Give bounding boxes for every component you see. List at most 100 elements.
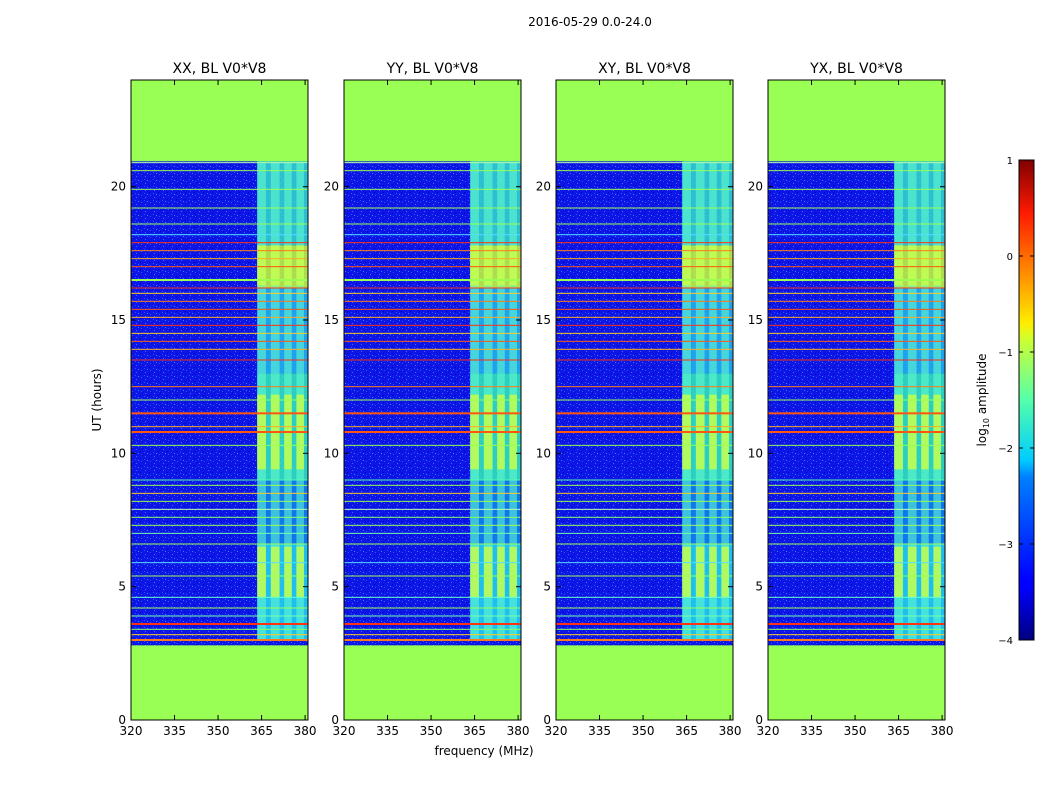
rfi-time-line: [768, 316, 945, 318]
panel-frame: [343, 79, 522, 721]
rfi-time-line: [768, 399, 945, 401]
rfi-time-line: [131, 308, 308, 310]
rfi-hot-cell: [284, 546, 292, 598]
rfi-time-line: [768, 223, 945, 225]
y-tick-label: 10: [324, 446, 339, 460]
rfi-time-line: [768, 359, 945, 361]
rfi-time-line: [344, 266, 521, 268]
rfi-hot-cell: [695, 245, 705, 286]
rfi-time-line: [768, 431, 945, 433]
rfi-time-line: [131, 508, 308, 510]
x-tick-label: 335: [163, 724, 186, 738]
rfi-time-line: [556, 234, 733, 236]
rfi-time-line: [556, 615, 733, 617]
rfi-time-line: [344, 324, 521, 326]
rfi-time-line: [131, 492, 308, 494]
rfi-time-line: [131, 348, 308, 350]
rfi-hot-cell: [483, 245, 493, 286]
rfi-time-line: [344, 316, 521, 318]
rfi-time-line: [768, 340, 945, 342]
rfi-hot-cell: [470, 245, 479, 286]
y-tick-label: 15: [536, 313, 551, 327]
rfi-time-line: [556, 170, 733, 172]
rfi-time-line: [556, 287, 733, 289]
rfi-time-line: [556, 308, 733, 310]
rfi-time-line: [344, 484, 521, 486]
x-tick-label: 365: [250, 724, 273, 738]
y-tick-label: 10: [111, 446, 126, 460]
rfi-time-line: [131, 316, 308, 318]
rfi-time-line: [131, 279, 308, 281]
rfi-hot-cell: [270, 245, 280, 286]
rfi-time-line: [556, 484, 733, 486]
x-tick-label: 380: [931, 724, 954, 738]
rfi-time-line: [131, 543, 308, 545]
rfi-hot-cell: [721, 546, 729, 598]
rfi-hot-cell: [296, 546, 304, 598]
rfi-time-line: [556, 524, 733, 526]
y-tick-label: 10: [536, 446, 551, 460]
rfi-time-line: [131, 250, 308, 252]
rfi-time-line: [344, 223, 521, 225]
rfi-time-line: [556, 426, 733, 428]
x-tick-label: 380: [719, 724, 742, 738]
rfi-time-line: [556, 242, 733, 244]
rfi-time-line: [131, 516, 308, 518]
rfi-time-line: [131, 431, 308, 433]
rfi-time-line: [131, 524, 308, 526]
panel-frame: [555, 79, 734, 721]
flagged-region: [768, 80, 945, 162]
rfi-time-line: [131, 258, 308, 260]
rfi-time-line: [344, 639, 521, 641]
rfi-time-line: [768, 508, 945, 510]
rfi-time-line: [768, 596, 945, 598]
rfi-hot-cell: [257, 546, 266, 598]
rfi-time-line: [768, 639, 945, 641]
rfi-time-line: [768, 258, 945, 260]
rfi-time-line: [556, 596, 733, 598]
colorbar-label-base: 10: [982, 418, 991, 428]
rfi-time-line: [344, 300, 521, 302]
rfi-time-line: [344, 258, 521, 260]
rfi-time-line: [768, 623, 945, 625]
rfi-time-line: [344, 524, 521, 526]
rfi-time-line: [768, 386, 945, 388]
rfi-time-line: [344, 234, 521, 236]
rfi-time-line: [768, 628, 945, 630]
rfi-time-line: [131, 399, 308, 401]
rfi-time-line: [768, 484, 945, 486]
panel-4: YX, BL V0*V8 320 335 350 365 380 0 5 10 15 20: [748, 61, 954, 738]
rfi-time-line: [131, 628, 308, 630]
y-tick-label: 0: [118, 713, 126, 727]
rfi-time-line: [556, 292, 733, 294]
rfi-time-line: [344, 412, 521, 415]
rfi-time-line: [131, 188, 308, 190]
panel-3: XY, BL V0*V8 320 335 350 365 380 0 5 10 15 20: [536, 61, 742, 738]
rfi-time-line: [556, 162, 733, 164]
y-tick-label: 15: [748, 313, 763, 327]
rfi-hot-cell: [682, 546, 691, 598]
rfi-time-line: [768, 188, 945, 190]
x-tick-label: 335: [588, 724, 611, 738]
rfi-hot-cell: [695, 546, 705, 598]
rfi-time-line: [556, 623, 733, 625]
rfi-time-line: [344, 279, 521, 281]
rfi-time-line: [556, 359, 733, 361]
rfi-time-line: [556, 316, 733, 318]
flagged-region: [768, 645, 945, 720]
rfi-time-line: [768, 543, 945, 545]
x-tick-label: 320: [545, 724, 568, 738]
rfi-time-line: [768, 426, 945, 428]
rfi-time-line: [556, 607, 733, 609]
rfi-time-line: [768, 162, 945, 164]
rfi-time-line: [556, 300, 733, 302]
rfi-time-line: [131, 162, 308, 164]
rfi-time-line: [344, 575, 521, 577]
rfi-hot-cell: [709, 546, 717, 598]
rfi-time-line: [768, 479, 945, 481]
rfi-time-line: [768, 532, 945, 534]
rfi-hot-cell: [257, 245, 266, 286]
rfi-time-line: [131, 500, 308, 502]
rfi-time-line: [556, 332, 733, 334]
